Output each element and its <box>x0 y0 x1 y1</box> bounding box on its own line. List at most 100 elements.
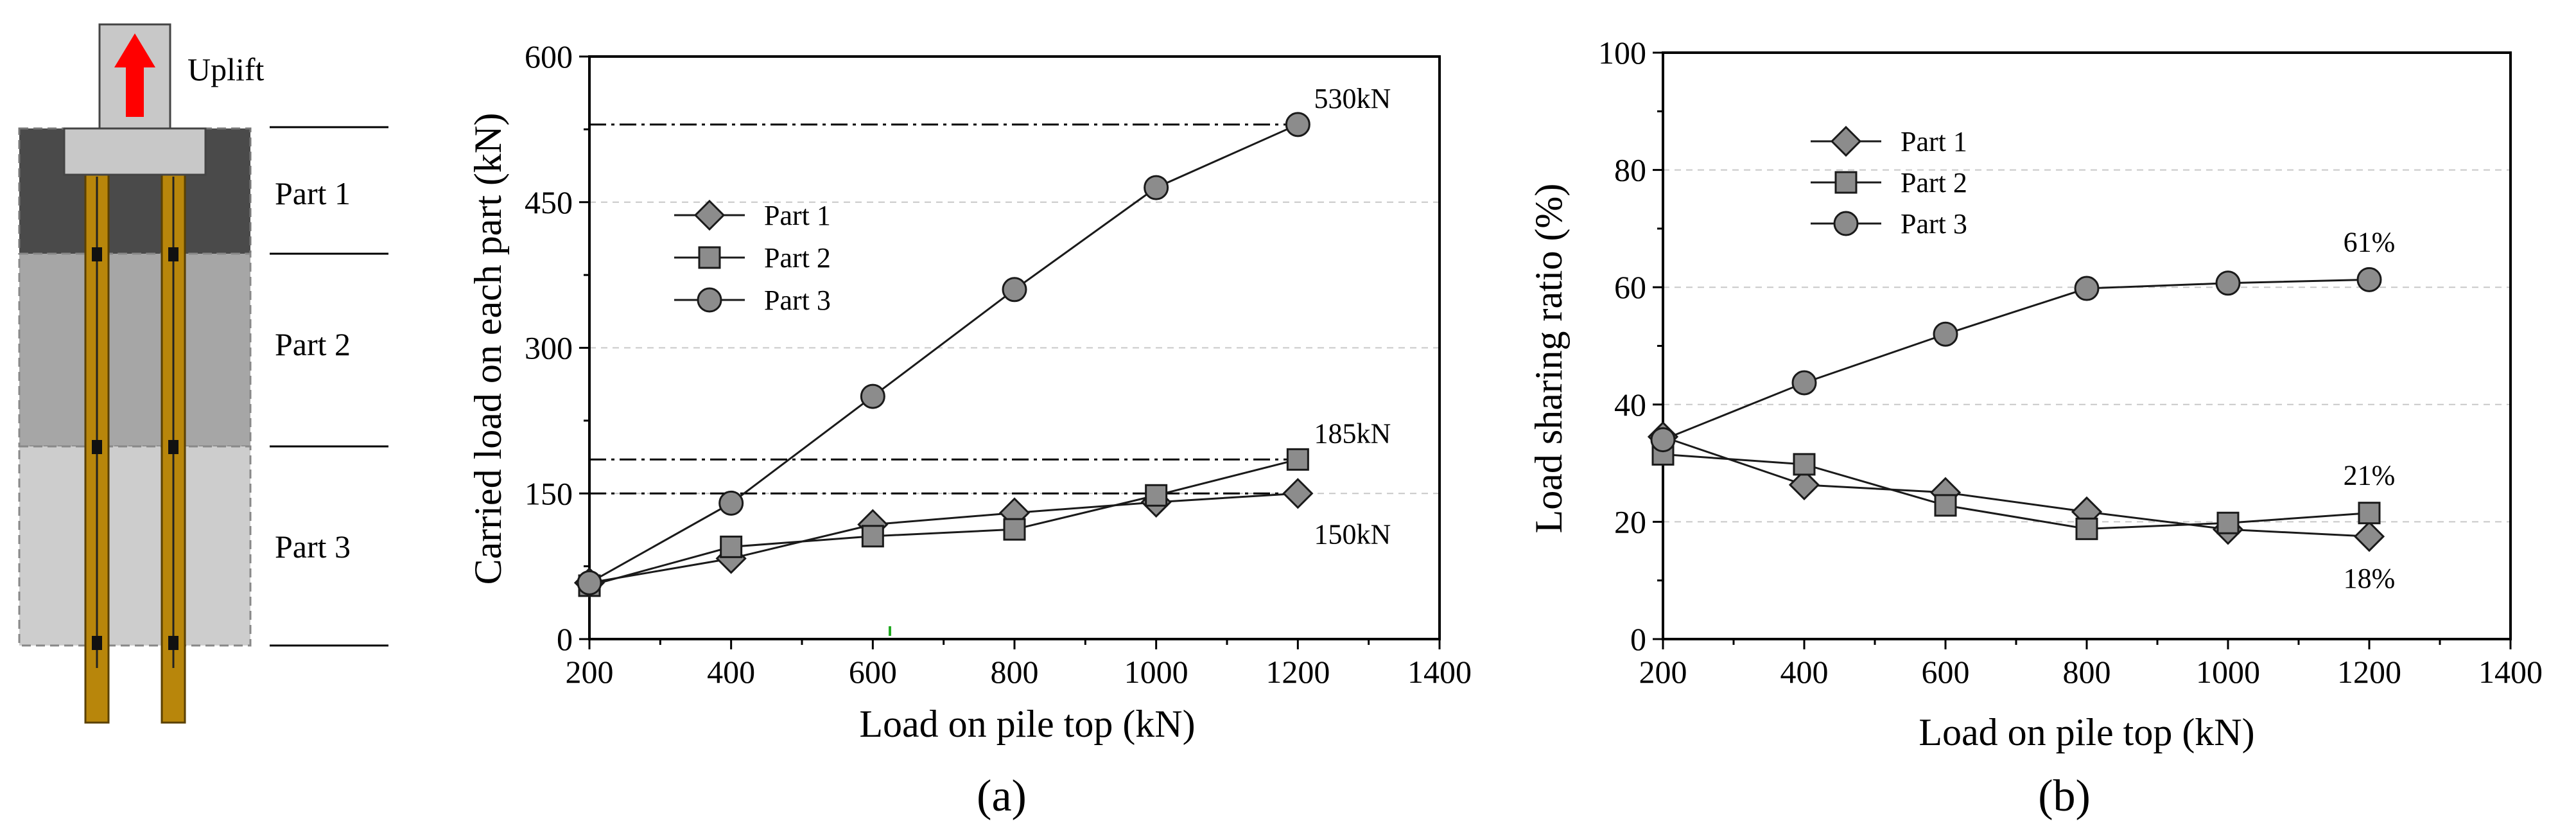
soil-layer-part3 <box>18 445 252 647</box>
legend-label: Part 2 <box>1901 167 1967 198</box>
data-point-part-2 <box>1934 494 1957 517</box>
legend-marker-circle <box>1833 211 1859 236</box>
chart-b-x-axis-title: Load on pile top (kN) <box>1919 711 2254 753</box>
data-point-part-3 <box>718 490 744 516</box>
part1-label: Part 1 <box>275 175 351 211</box>
x-tick-label: 1400 <box>1407 654 1472 690</box>
chart-a-series <box>573 112 1314 599</box>
chart-a: 200 400 600 800 1000 1200 1400 0 150 300 450 600 53… <box>467 39 1472 821</box>
x-tick-label: 1200 <box>2337 654 2401 690</box>
data-point-part-2 <box>2216 511 2240 534</box>
x-tick-label: 600 <box>1922 654 1970 690</box>
x-tick-label: 1200 <box>1266 654 1330 690</box>
y-tick-label: 300 <box>525 330 573 366</box>
series-line-part-3 <box>1662 278 2370 441</box>
y-tick-label: 40 <box>1614 387 1646 423</box>
data-annotation: 18% <box>2344 563 2396 594</box>
pile-cap <box>63 127 207 176</box>
reference-line-label: 530kN <box>1314 83 1391 114</box>
y-tick-label: 80 <box>1614 152 1646 188</box>
chart-b: 200 400 600 800 1000 1200 1400 0 20 40 60 80 100 61%… <box>1527 35 2543 821</box>
strain-gauge <box>92 636 102 650</box>
legend-marker-square <box>1834 171 1858 194</box>
y-tick-label: 20 <box>1614 504 1646 540</box>
chart-b-plot-frame <box>1662 51 2512 640</box>
legend-label: Part 1 <box>764 200 831 231</box>
chart-a-caption: (a) <box>977 771 1027 821</box>
part3-label: Part 3 <box>275 529 351 565</box>
data-point-part-2 <box>1003 518 1026 541</box>
uplift-arrow-icon <box>114 33 155 117</box>
data-point-part-2 <box>2358 502 2381 525</box>
strain-gauge <box>168 636 178 650</box>
data-point-part-2 <box>1286 448 1309 471</box>
series-line-part-2 <box>589 458 1298 587</box>
legend-label: Part 2 <box>764 242 831 274</box>
chart-a-ticks: 200 400 600 800 1000 1200 1400 0 150 300 450 600 <box>525 39 1472 690</box>
x-tick-label: 200 <box>566 654 614 690</box>
y-tick-label: 450 <box>525 184 573 220</box>
series-line-part-1 <box>1662 435 2370 538</box>
chart-b-series <box>1647 267 2385 552</box>
data-point-part-3 <box>1933 321 1958 347</box>
chart-b-ticks: 200 400 600 800 1000 1200 1400 0 20 40 60 80 100 <box>1598 35 2543 690</box>
reference-line-label: 150kN <box>1314 518 1391 550</box>
strain-gauge <box>92 440 102 454</box>
chart-a-grid <box>589 201 1440 495</box>
data-point-part-3 <box>2215 270 2241 296</box>
legend-label: Part 1 <box>1901 126 1967 157</box>
x-tick-label: 1000 <box>1124 654 1188 690</box>
series-line-part-2 <box>1662 453 2370 530</box>
data-point-part-3 <box>860 383 885 409</box>
y-tick-label: 0 <box>557 621 573 657</box>
strain-gauge <box>168 247 178 261</box>
x-tick-label: 800 <box>991 654 1039 690</box>
data-point-part-1 <box>1282 478 1314 509</box>
legend-marker-square <box>698 246 721 269</box>
data-point-part-2 <box>720 535 743 558</box>
series-line-part-3 <box>589 123 1298 584</box>
data-point-part-3 <box>577 570 602 595</box>
reference-line-label: 185kN <box>1314 417 1391 449</box>
strain-gauge <box>168 440 178 454</box>
soil-layer-part2 <box>18 252 252 448</box>
chart-a-reference-lines: 530kN 185kN 150kN <box>589 83 1391 550</box>
data-point-part-2 <box>1793 453 1816 476</box>
series-line-part-1 <box>589 492 1298 584</box>
legend-label: Part 3 <box>1901 208 1967 240</box>
data-annotation: 61% <box>2344 226 2396 258</box>
data-point-part-3 <box>1650 427 1676 453</box>
chart-b-y-axis-title: Load sharing ratio (%) <box>1527 184 1570 534</box>
chart-b-legend: Part 1 Part 2 Part 3 <box>1811 125 1967 240</box>
x-tick-label: 400 <box>707 654 755 690</box>
legend-marker-diamond <box>1830 125 1862 157</box>
legend-label: Part 3 <box>764 285 831 316</box>
part2-label: Part 2 <box>275 326 351 362</box>
data-annotation: 21% <box>2344 460 2396 491</box>
legend-marker-circle <box>697 287 722 313</box>
data-point-part-1 <box>2353 521 2385 552</box>
data-point-part-2 <box>2075 517 2098 540</box>
x-tick-label: 1400 <box>2478 654 2543 690</box>
y-tick-label: 0 <box>1630 621 1646 657</box>
chart-a-x-axis-title: Load on pile top (kN) <box>859 703 1195 745</box>
legend-marker-diamond <box>693 199 726 231</box>
x-tick-label: 1000 <box>2196 654 2260 690</box>
pile-schematic: Uplift Part 1 Part 2 Part 3 <box>18 23 388 724</box>
data-point-part-3 <box>2356 267 2382 292</box>
y-tick-label: 150 <box>525 475 573 511</box>
data-point-part-2 <box>861 525 884 548</box>
chart-a-y-axis-title: Carried load on each part (kN) <box>467 113 509 585</box>
chart-b-annotations: 61% 21% 18% <box>2344 226 2396 594</box>
chart-b-caption: (b) <box>2038 771 2091 821</box>
data-point-part-3 <box>1791 370 1817 396</box>
strain-gauge <box>92 247 102 261</box>
data-point-part-2 <box>1145 484 1168 507</box>
data-point-part-1 <box>1788 469 1820 501</box>
x-tick-label: 600 <box>849 654 897 690</box>
x-tick-label: 400 <box>1780 654 1829 690</box>
uplift-label: Uplift <box>187 51 265 87</box>
y-tick-label: 60 <box>1614 269 1646 305</box>
y-tick-label: 100 <box>1598 35 1646 71</box>
